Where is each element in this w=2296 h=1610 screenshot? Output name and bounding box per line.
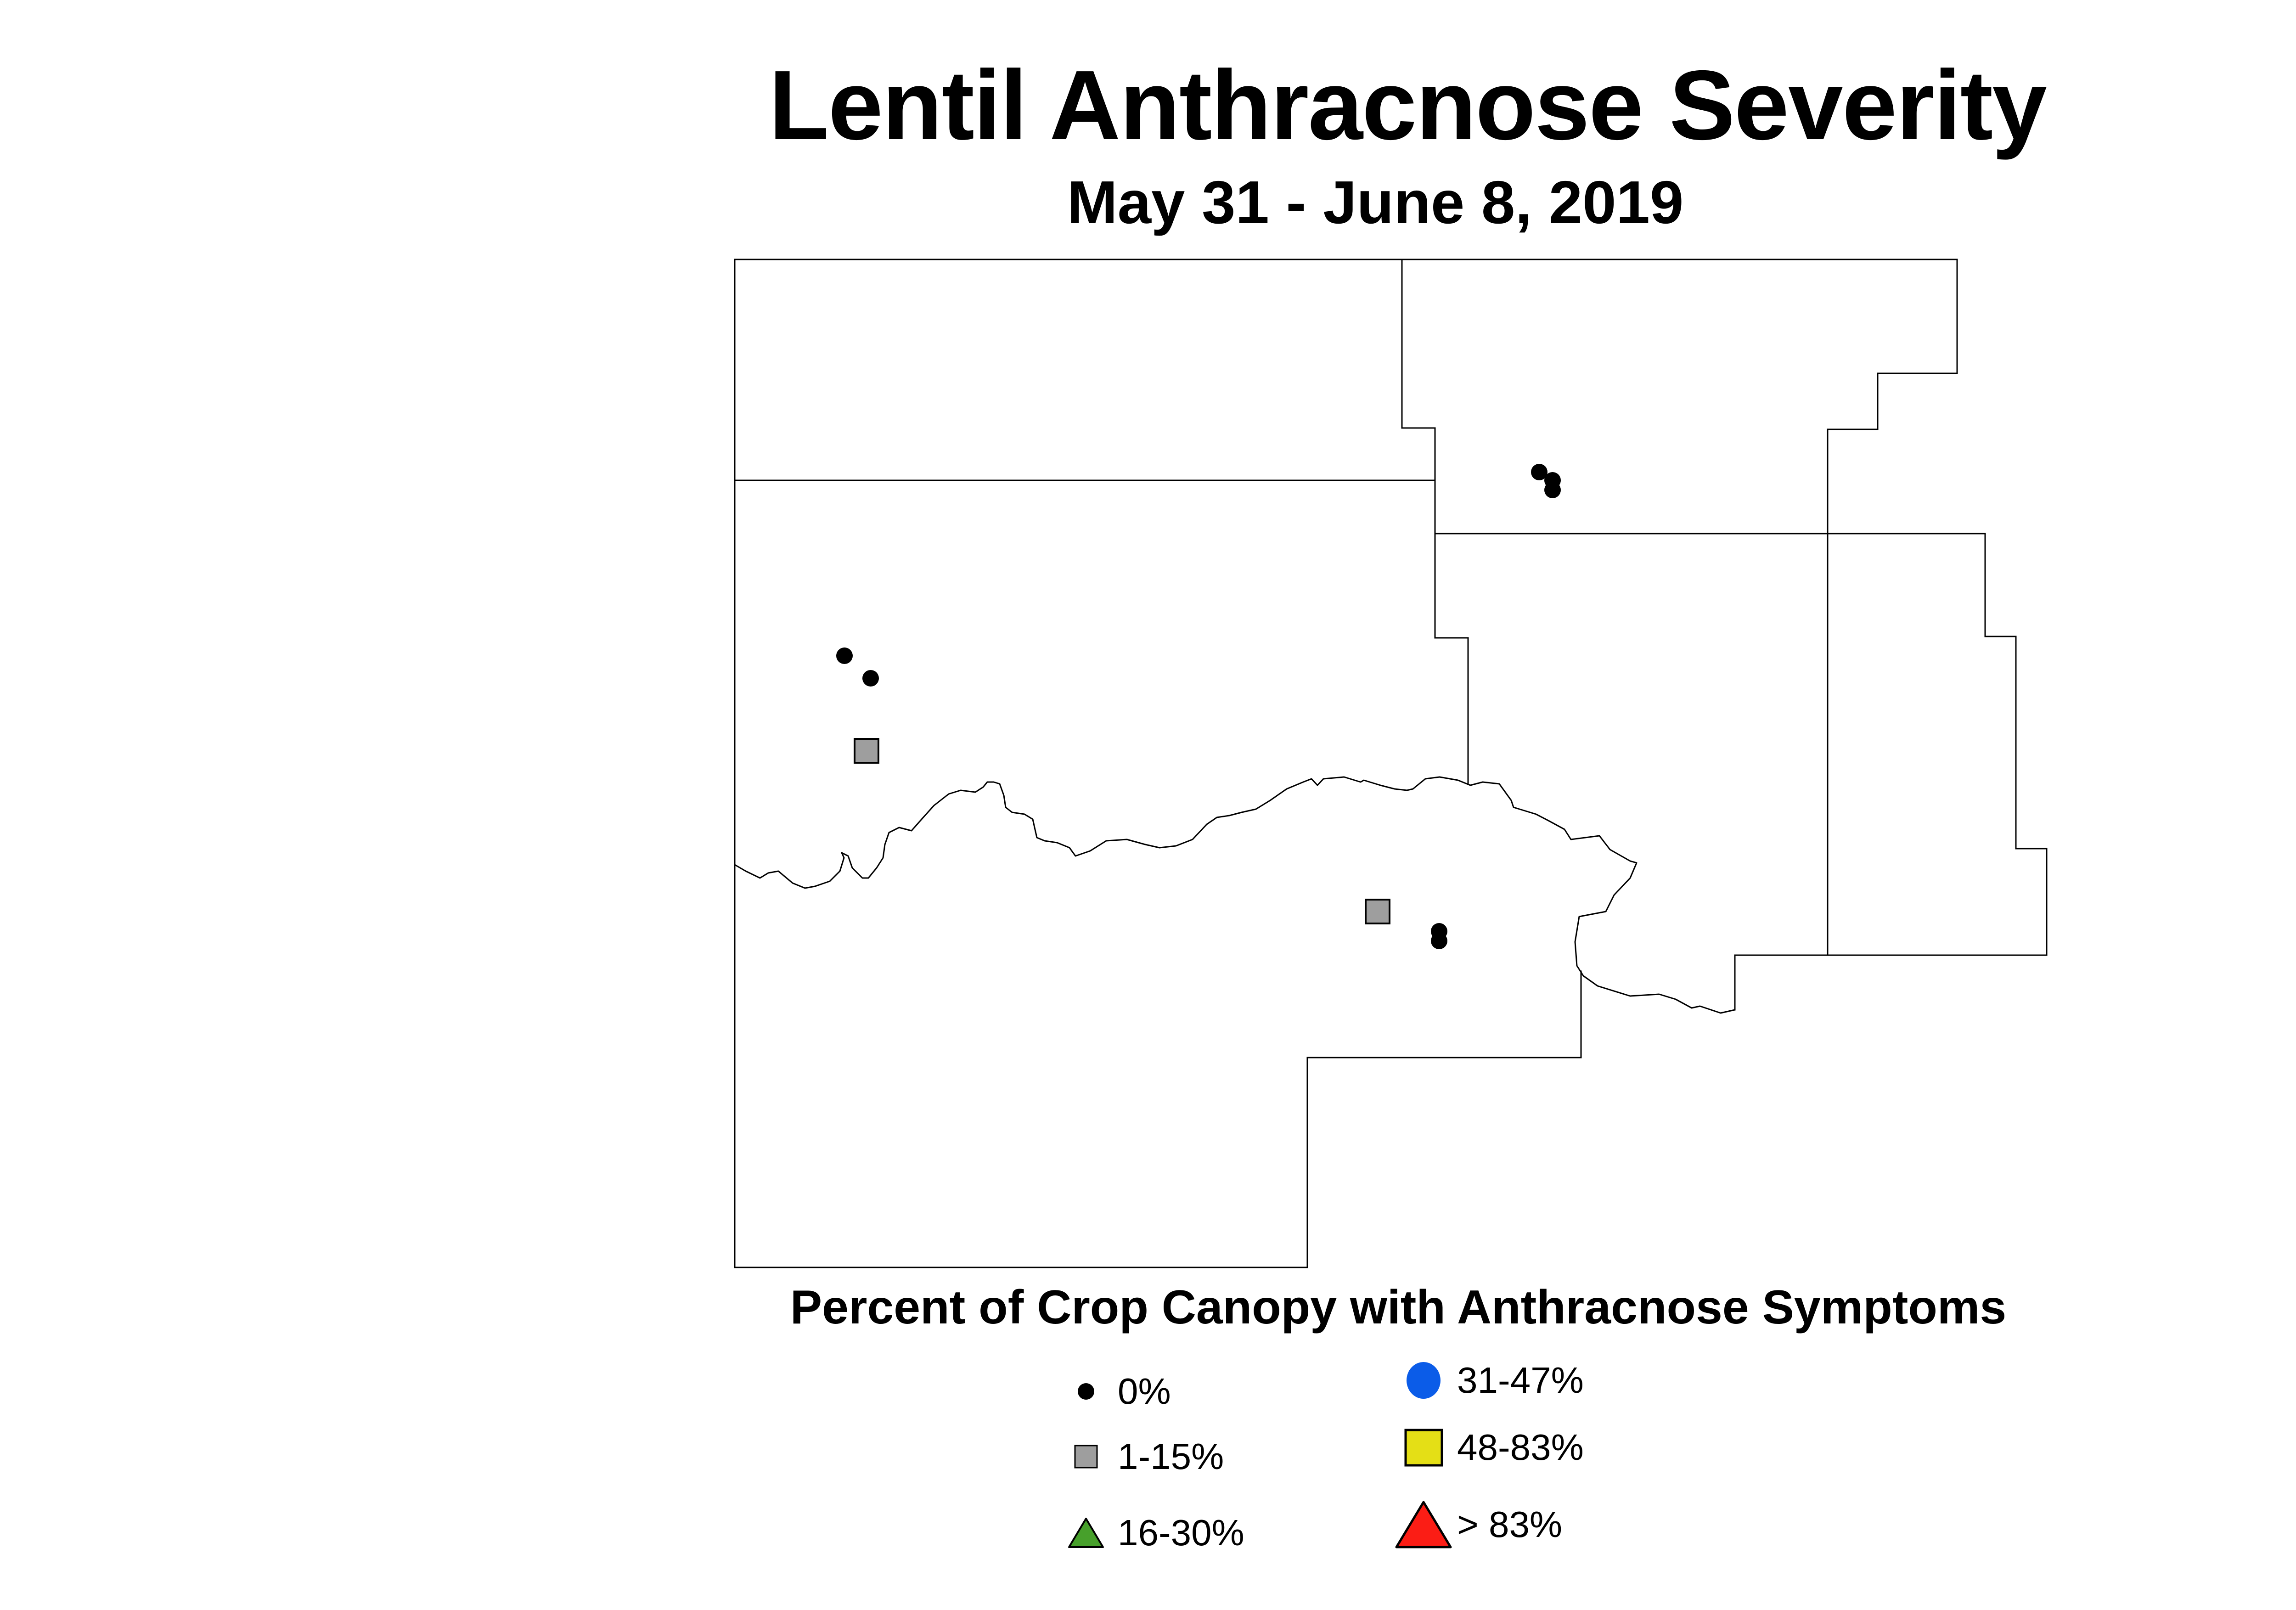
district-boundaries xyxy=(734,259,2048,1268)
map-data-points xyxy=(836,464,1561,949)
figure-subtitle: May 31 - June 8, 2019 xyxy=(1067,169,1684,236)
east-staircase-boundary xyxy=(1984,533,2048,956)
legend-item-1-15pct: 1-15% xyxy=(1065,1431,1224,1482)
river-line xyxy=(734,776,1736,1014)
legend-item-31-47pct: 31-47% xyxy=(1394,1355,1584,1406)
map-point xyxy=(1531,464,1548,480)
triangle-icon xyxy=(1065,1517,1107,1548)
circle-icon xyxy=(1394,1362,1453,1399)
legend-title: Percent of Crop Canopy with Anthracnose … xyxy=(790,1281,2007,1334)
bottomleft-district-east-boundary xyxy=(1306,970,1582,1268)
legend-item-gt83pct: > 83% xyxy=(1394,1499,1562,1550)
map-point xyxy=(836,647,853,664)
map-point xyxy=(1431,933,1447,949)
legend-label: > 83% xyxy=(1457,1504,1563,1545)
legend-label: 48-83% xyxy=(1457,1427,1584,1468)
legend-label: 1-15% xyxy=(1118,1436,1224,1477)
map-point xyxy=(1365,899,1390,924)
legend-label: 0% xyxy=(1118,1371,1171,1412)
legend-label: 31-47% xyxy=(1457,1360,1584,1401)
legend-label: 16-30% xyxy=(1118,1512,1244,1553)
square-icon xyxy=(1394,1429,1453,1467)
topright-district-notch xyxy=(1827,259,1958,430)
legend-item-48-83pct: 48-83% xyxy=(1394,1422,1584,1473)
dot-icon xyxy=(1065,1383,1107,1400)
map-point xyxy=(1544,482,1561,498)
square-icon xyxy=(1065,1445,1107,1469)
map-point xyxy=(862,670,879,687)
figure-title: Lentil Anthracnose Severity xyxy=(769,50,2047,160)
triangle-icon xyxy=(1394,1500,1453,1549)
map-point xyxy=(854,738,879,764)
legend-item-16-30pct: 16-30% xyxy=(1065,1508,1244,1558)
central-district-boundary xyxy=(1401,259,1469,784)
legend-item-0pct: 0% xyxy=(1065,1366,1171,1417)
